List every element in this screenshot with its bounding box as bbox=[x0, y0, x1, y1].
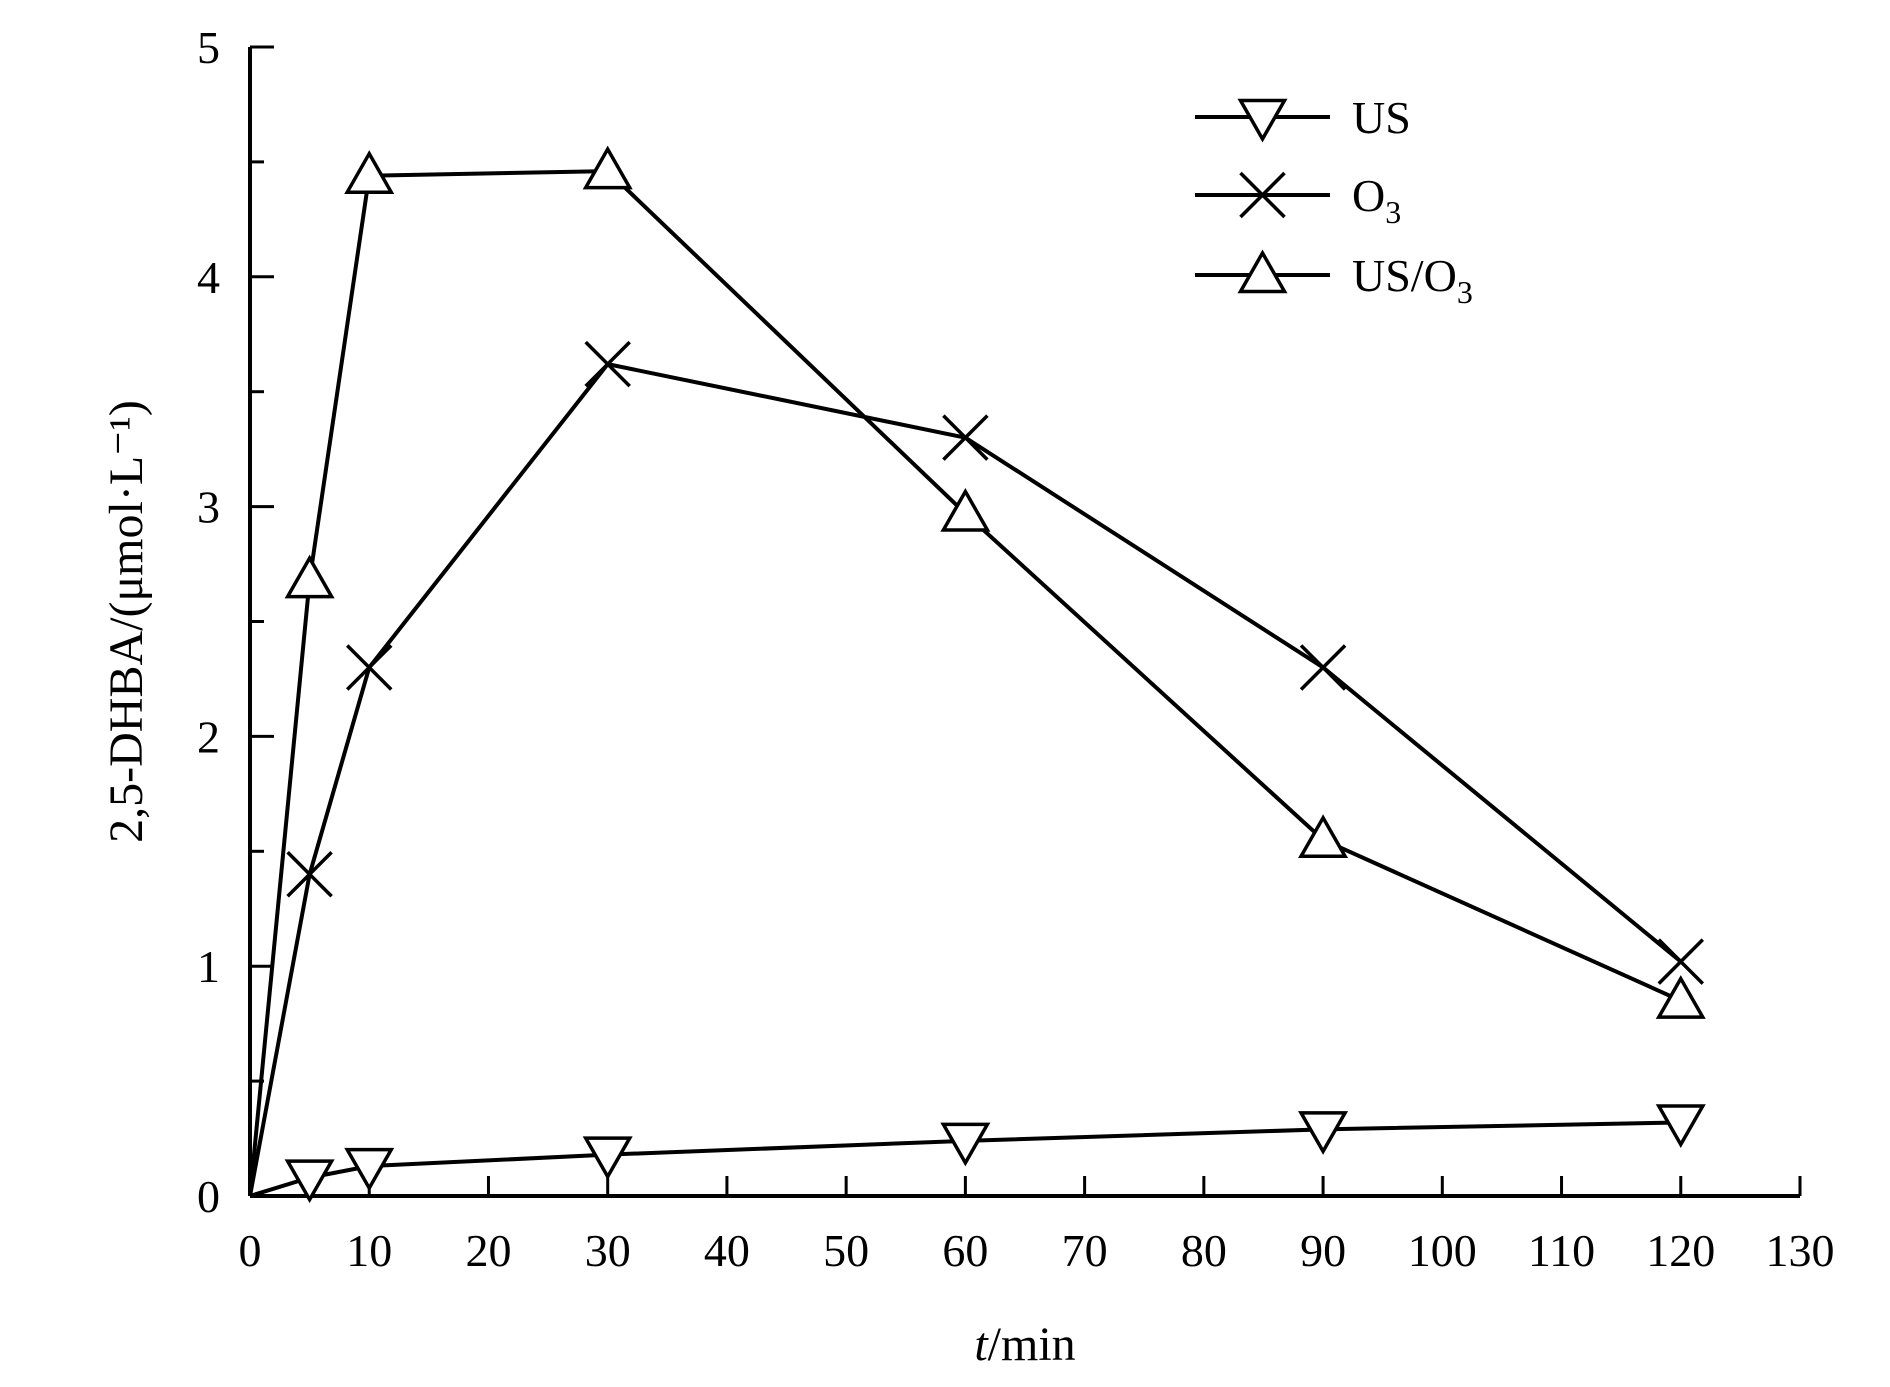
x-tick-label: 10 bbox=[346, 1225, 392, 1276]
data-point-us bbox=[284, 1159, 335, 1204]
data-point-us bbox=[344, 1147, 395, 1192]
data-point-us bbox=[1298, 1111, 1349, 1155]
series-o3 bbox=[248, 340, 1705, 1197]
x-tick-label: 30 bbox=[585, 1225, 631, 1276]
x-axis-title-italic: t bbox=[974, 1318, 989, 1371]
data-point-us-o3 bbox=[1298, 814, 1349, 859]
x-tick-label: 80 bbox=[1181, 1225, 1227, 1276]
data-point-o3 bbox=[1299, 644, 1347, 691]
x-tick-label: 50 bbox=[823, 1225, 869, 1276]
legend-marker bbox=[1239, 171, 1286, 219]
data-point-o3 bbox=[1657, 938, 1705, 985]
y-tick-label: 1 bbox=[197, 941, 220, 992]
y-tick-label: 2 bbox=[197, 711, 220, 762]
y-tick-label: 3 bbox=[197, 482, 220, 533]
data-point-us-o3 bbox=[1655, 975, 1706, 1019]
data-point-us-o3 bbox=[344, 150, 395, 194]
series-us bbox=[249, 1104, 1706, 1204]
data-point-o3 bbox=[942, 414, 989, 461]
legend-label: US bbox=[1352, 92, 1411, 143]
x-tick-label: 110 bbox=[1528, 1225, 1595, 1276]
x-tick-label: 20 bbox=[465, 1225, 511, 1276]
plot-area bbox=[248, 145, 1706, 1204]
x-tick-label: 0 bbox=[239, 1225, 262, 1276]
axes: 0 10 20 30 40 50 60 70 80 90 100 110 120 130 0 1 2 3 4 5 bbox=[197, 22, 1835, 1276]
data-point-o3 bbox=[286, 851, 333, 898]
legend-item-us: US bbox=[1195, 92, 1411, 143]
data-point-us-o3 bbox=[284, 554, 335, 599]
x-axis-title-rest: /min bbox=[988, 1318, 1076, 1371]
data-point-o3 bbox=[345, 644, 393, 691]
data-point-us bbox=[940, 1122, 991, 1167]
x-axis-title: t/min bbox=[974, 1318, 1075, 1371]
y-tick-label: 5 bbox=[197, 22, 220, 73]
x-tick-label: 60 bbox=[942, 1225, 988, 1276]
legend-item-us-o3: US/O3 bbox=[1195, 249, 1473, 310]
y-axis-title: 2,5-DHBA/(μmol·L⁻¹) bbox=[100, 400, 153, 843]
x-tick-label: 40 bbox=[704, 1225, 750, 1276]
legend-label: US/O3 bbox=[1352, 250, 1473, 310]
series-line-us-o3 bbox=[248, 169, 1682, 1197]
x-tick-label: 120 bbox=[1646, 1225, 1715, 1276]
x-tick-label: 70 bbox=[1062, 1225, 1108, 1276]
x-tick-label: 130 bbox=[1766, 1225, 1835, 1276]
series-us-o3 bbox=[248, 145, 1706, 1197]
y-tick-label: 4 bbox=[197, 252, 220, 303]
data-point-us-o3 bbox=[940, 487, 991, 532]
data-point-us bbox=[582, 1136, 633, 1181]
legend-marker bbox=[1237, 249, 1288, 294]
legend-marker bbox=[1237, 98, 1288, 143]
data-point-us bbox=[1655, 1104, 1706, 1148]
x-tick-label: 90 bbox=[1300, 1225, 1346, 1276]
x-tick-label: 100 bbox=[1408, 1225, 1477, 1276]
legend-label: O3 bbox=[1352, 170, 1401, 230]
x-ticks: 0 10 20 30 40 50 60 70 80 90 100 110 120 130 bbox=[239, 1176, 1835, 1276]
y-ticks: 0 1 2 3 4 5 bbox=[197, 22, 274, 1222]
legend-item-o3: O3 bbox=[1195, 170, 1401, 230]
legend: US O3 US/O3 bbox=[1195, 92, 1473, 310]
data-point-o3 bbox=[584, 340, 631, 388]
data-point-us-o3 bbox=[582, 145, 633, 190]
y-tick-label: 0 bbox=[197, 1171, 220, 1222]
